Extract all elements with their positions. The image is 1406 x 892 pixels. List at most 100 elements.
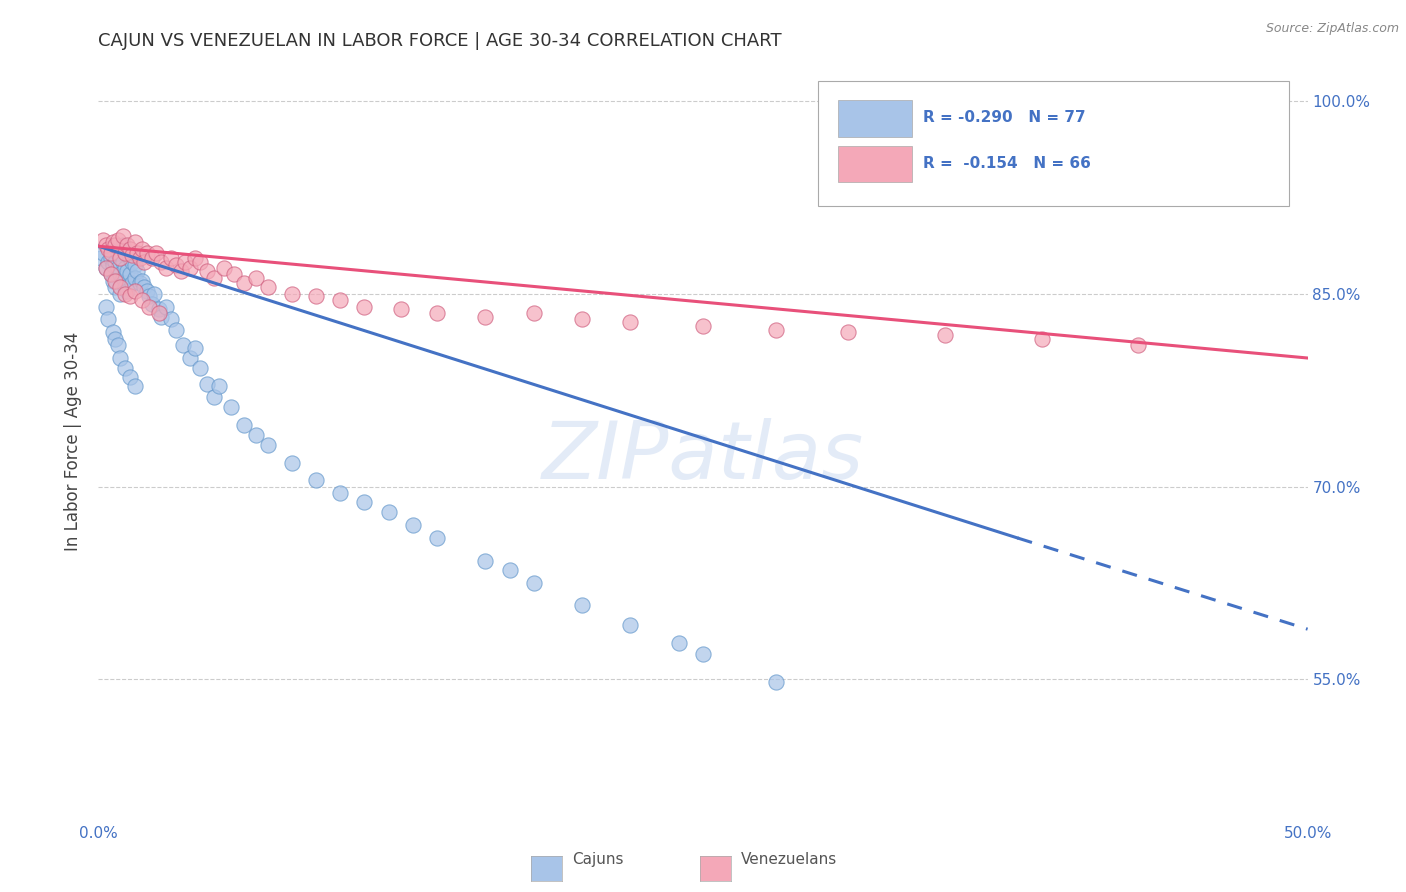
- Point: [128, 251, 150, 265]
- Point: [100, 268, 122, 282]
- Text: R =  -0.154   N = 66: R = -0.154 N = 66: [924, 156, 1091, 170]
- Point: [101, 274, 124, 288]
- Point: [114, 280, 136, 294]
- Point: [571, 312, 593, 326]
- Point: [426, 531, 449, 545]
- Point: [165, 259, 187, 273]
- Point: [619, 315, 641, 329]
- Point: [389, 302, 412, 317]
- Point: [155, 300, 177, 314]
- Point: [160, 251, 183, 265]
- Text: Venezuelans: Venezuelans: [741, 852, 837, 867]
- Point: [329, 486, 352, 500]
- Point: [160, 312, 183, 326]
- Point: [165, 323, 187, 337]
- Point: [128, 277, 150, 291]
- Point: [692, 647, 714, 661]
- Point: [245, 428, 267, 442]
- Point: [107, 245, 129, 260]
- Point: [172, 338, 194, 352]
- Point: [111, 238, 134, 252]
- Point: [94, 261, 117, 276]
- Point: [127, 248, 149, 262]
- Point: [118, 289, 141, 303]
- Point: [121, 248, 143, 262]
- Point: [204, 271, 226, 285]
- Point: [377, 505, 399, 519]
- Point: [765, 674, 787, 689]
- Point: [619, 618, 641, 632]
- Point: [94, 261, 117, 276]
- Point: [108, 268, 131, 282]
- Point: [232, 417, 254, 432]
- Point: [131, 293, 153, 308]
- Point: [256, 280, 278, 294]
- Point: [150, 310, 173, 324]
- Point: [221, 400, 243, 414]
- Point: [107, 261, 129, 276]
- Point: [195, 263, 218, 277]
- Text: ZIPatlas: ZIPatlas: [541, 417, 865, 496]
- Point: [114, 261, 136, 276]
- Point: [117, 284, 139, 298]
- Point: [97, 312, 120, 326]
- Point: [208, 379, 231, 393]
- Point: [127, 263, 149, 277]
- Point: [100, 245, 122, 260]
- Point: [232, 277, 254, 291]
- Point: [108, 251, 131, 265]
- Point: [108, 351, 131, 365]
- Point: [111, 228, 134, 243]
- Point: [148, 306, 170, 320]
- Point: [305, 473, 328, 487]
- Point: [124, 271, 146, 285]
- Point: [108, 286, 131, 301]
- Point: [101, 259, 124, 273]
- FancyBboxPatch shape: [838, 100, 912, 136]
- Point: [141, 251, 163, 265]
- Point: [101, 235, 124, 250]
- Point: [523, 306, 546, 320]
- Point: [90, 251, 112, 265]
- Point: [104, 238, 127, 252]
- Point: [353, 300, 375, 314]
- Point: [184, 251, 207, 265]
- Point: [118, 268, 141, 282]
- Point: [155, 261, 177, 276]
- Point: [114, 245, 136, 260]
- Point: [134, 280, 156, 294]
- Point: [118, 251, 141, 265]
- Point: [135, 284, 157, 298]
- Point: [212, 261, 235, 276]
- Point: [124, 235, 146, 250]
- Point: [104, 332, 127, 346]
- Point: [117, 238, 139, 252]
- Point: [281, 286, 304, 301]
- Point: [124, 379, 146, 393]
- Y-axis label: In Labor Force | Age 30-34: In Labor Force | Age 30-34: [65, 332, 83, 551]
- Point: [188, 254, 211, 268]
- Point: [91, 233, 114, 247]
- Point: [131, 242, 153, 256]
- Point: [138, 289, 160, 303]
- Point: [305, 289, 328, 303]
- Point: [256, 438, 278, 452]
- Point: [94, 238, 117, 252]
- Point: [118, 242, 141, 256]
- Point: [94, 300, 117, 314]
- Point: [121, 254, 143, 268]
- Point: [107, 233, 129, 247]
- FancyBboxPatch shape: [818, 81, 1289, 207]
- Point: [174, 254, 197, 268]
- Point: [91, 245, 114, 260]
- Point: [111, 271, 134, 285]
- FancyBboxPatch shape: [838, 145, 912, 182]
- Point: [204, 390, 226, 404]
- Point: [222, 268, 245, 282]
- Point: [134, 254, 156, 268]
- Point: [179, 351, 201, 365]
- Point: [104, 274, 127, 288]
- Point: [402, 518, 425, 533]
- Point: [498, 563, 520, 577]
- Point: [934, 327, 956, 342]
